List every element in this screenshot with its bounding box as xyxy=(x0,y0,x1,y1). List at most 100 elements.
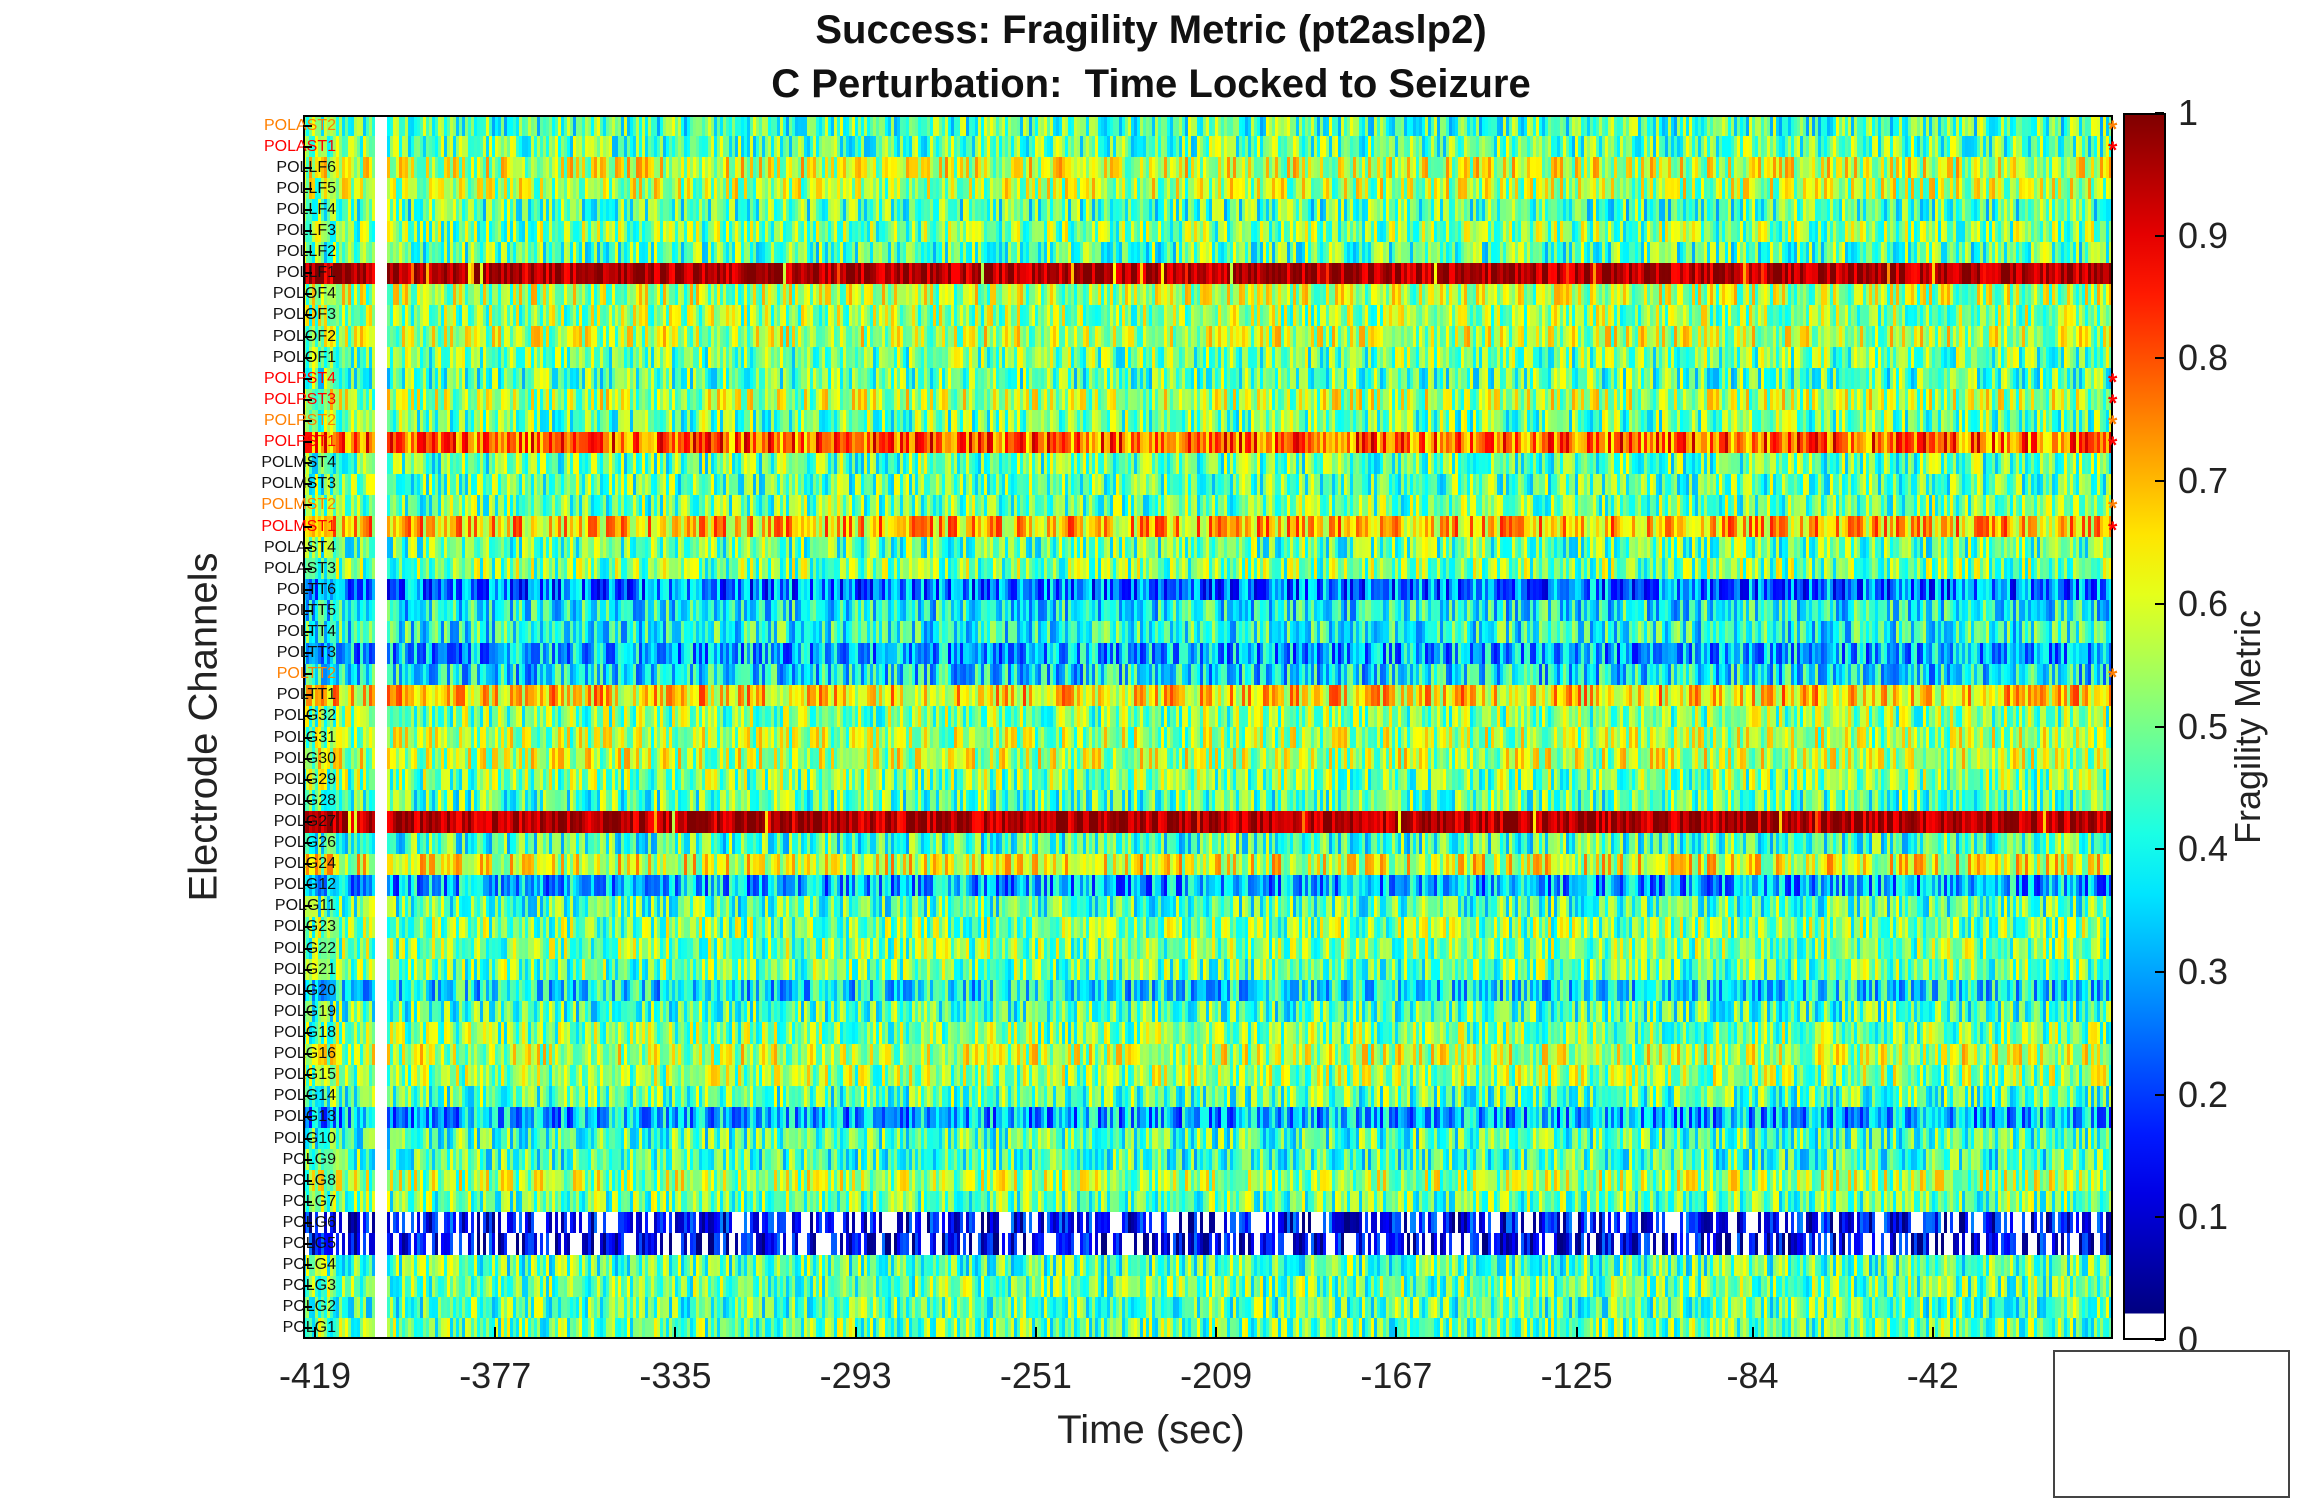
soz-marker: * xyxy=(2108,664,2118,692)
y-tick xyxy=(303,652,312,655)
y-tick xyxy=(303,420,312,422)
y-tick xyxy=(303,1010,312,1013)
channel-label: POLAST4 xyxy=(263,538,336,556)
soz-marker: * xyxy=(2108,389,2118,417)
soz-marker: * xyxy=(2108,432,2118,460)
empty-legend-box xyxy=(2053,1350,2290,1498)
soz-marker: * xyxy=(2108,368,2118,396)
soz-marker: * xyxy=(2108,136,2118,164)
channel-label: POLPST1 xyxy=(263,433,336,451)
y-tick xyxy=(303,799,312,802)
x-tick xyxy=(854,1327,857,1339)
channel-label: POLAST3 xyxy=(263,559,336,577)
colorbar-tick-label: 0.6 xyxy=(2178,582,2229,624)
colorbar-tick xyxy=(2155,1216,2164,1219)
y-tick xyxy=(303,588,312,591)
x-tick-label: -125 xyxy=(1540,1355,1613,1396)
y-tick xyxy=(303,863,312,866)
y-tick xyxy=(303,1032,312,1034)
colorbar-tick-label: 0.4 xyxy=(2178,828,2229,870)
y-tick xyxy=(303,1053,312,1056)
x-axis-label: Time (sec) xyxy=(1057,1408,1245,1452)
y-tick xyxy=(303,525,312,528)
y-tick xyxy=(303,356,312,359)
colorbar-tick xyxy=(2155,112,2164,114)
soz-marker: * xyxy=(2108,115,2118,143)
y-tick xyxy=(303,736,312,739)
y-tick xyxy=(303,1264,312,1267)
y-tick xyxy=(303,715,312,718)
channel-label: POLPST4 xyxy=(263,369,336,387)
y-tick xyxy=(303,968,312,971)
chart-title-line-2: C Perturbation: Time Locked to Seizure xyxy=(771,62,1531,106)
y-tick xyxy=(303,441,312,444)
colorbar-tick-label: 0.5 xyxy=(2178,705,2229,747)
soz-marker: * xyxy=(2108,495,2118,523)
soz-marker: * xyxy=(2108,516,2118,544)
channel-label: POLPST3 xyxy=(263,390,336,408)
y-tick xyxy=(303,820,312,823)
x-tick-label: -42 xyxy=(1906,1355,1959,1396)
colorbar-tick-label: 0.2 xyxy=(2178,1073,2229,1115)
y-tick xyxy=(303,757,312,760)
colorbar-tick xyxy=(2155,602,2164,605)
y-tick xyxy=(303,609,312,612)
colorbar-tick-label: 0.7 xyxy=(2178,460,2229,502)
y-tick xyxy=(303,989,312,992)
colorbar-tick-label: 0.1 xyxy=(2178,1196,2229,1238)
x-tick xyxy=(1931,1327,1934,1339)
channel-label: POLAST1 xyxy=(263,137,336,155)
y-tick xyxy=(303,842,312,845)
y-tick xyxy=(303,673,312,676)
x-tick xyxy=(314,1327,316,1339)
x-tick xyxy=(1575,1327,1578,1339)
y-tick xyxy=(303,884,312,887)
y-tick xyxy=(303,1243,312,1246)
y-tick xyxy=(303,251,312,254)
y-tick xyxy=(303,947,312,950)
y-tick xyxy=(303,1179,312,1182)
channel-label: POLMST1 xyxy=(261,517,336,535)
y-tick xyxy=(303,377,312,380)
x-tick-label: -167 xyxy=(1360,1355,1433,1396)
y-tick xyxy=(303,1158,312,1161)
x-tick-label: -419 xyxy=(278,1355,352,1396)
y-tick xyxy=(303,230,312,233)
x-tick-label: -377 xyxy=(459,1355,532,1396)
x-tick xyxy=(494,1327,497,1339)
soz-marker: * xyxy=(2108,411,2118,438)
x-tick-label: -84 xyxy=(1726,1355,1779,1396)
y-tick xyxy=(303,905,312,908)
colorbar-tick xyxy=(2155,1093,2164,1096)
colorbar-tick-label: 0.9 xyxy=(2178,214,2229,256)
channel-label: POLPST2 xyxy=(263,412,336,429)
colorbar-tick xyxy=(2155,357,2164,360)
y-tick xyxy=(303,567,312,570)
y-axis-label: Electrode Channels xyxy=(181,552,226,902)
y-tick xyxy=(303,187,312,190)
y-tick xyxy=(303,293,312,296)
colorbar-tick xyxy=(2155,234,2164,237)
y-tick xyxy=(303,335,312,338)
y-tick xyxy=(303,1306,312,1309)
fragility-heatmap xyxy=(303,115,2113,1339)
x-tick xyxy=(1395,1327,1398,1339)
colorbar-tick xyxy=(2155,480,2164,483)
x-tick-label: -251 xyxy=(999,1355,1072,1396)
y-tick xyxy=(303,546,312,549)
y-tick xyxy=(303,1285,312,1288)
colorbar-tick xyxy=(2155,725,2164,728)
channel-label: POLMST4 xyxy=(261,454,336,472)
colorbar-tick-label: 1 xyxy=(2178,92,2199,133)
y-tick xyxy=(303,208,312,211)
y-tick xyxy=(303,1116,312,1119)
x-tick-label: -209 xyxy=(1180,1355,1253,1396)
y-tick xyxy=(303,694,312,697)
x-tick xyxy=(1034,1327,1037,1339)
channel-label: POLAST2 xyxy=(263,116,336,134)
y-tick xyxy=(303,166,312,169)
x-tick xyxy=(674,1327,677,1339)
x-tick-label: -335 xyxy=(639,1355,712,1396)
y-tick xyxy=(303,272,312,275)
y-tick xyxy=(303,778,312,781)
